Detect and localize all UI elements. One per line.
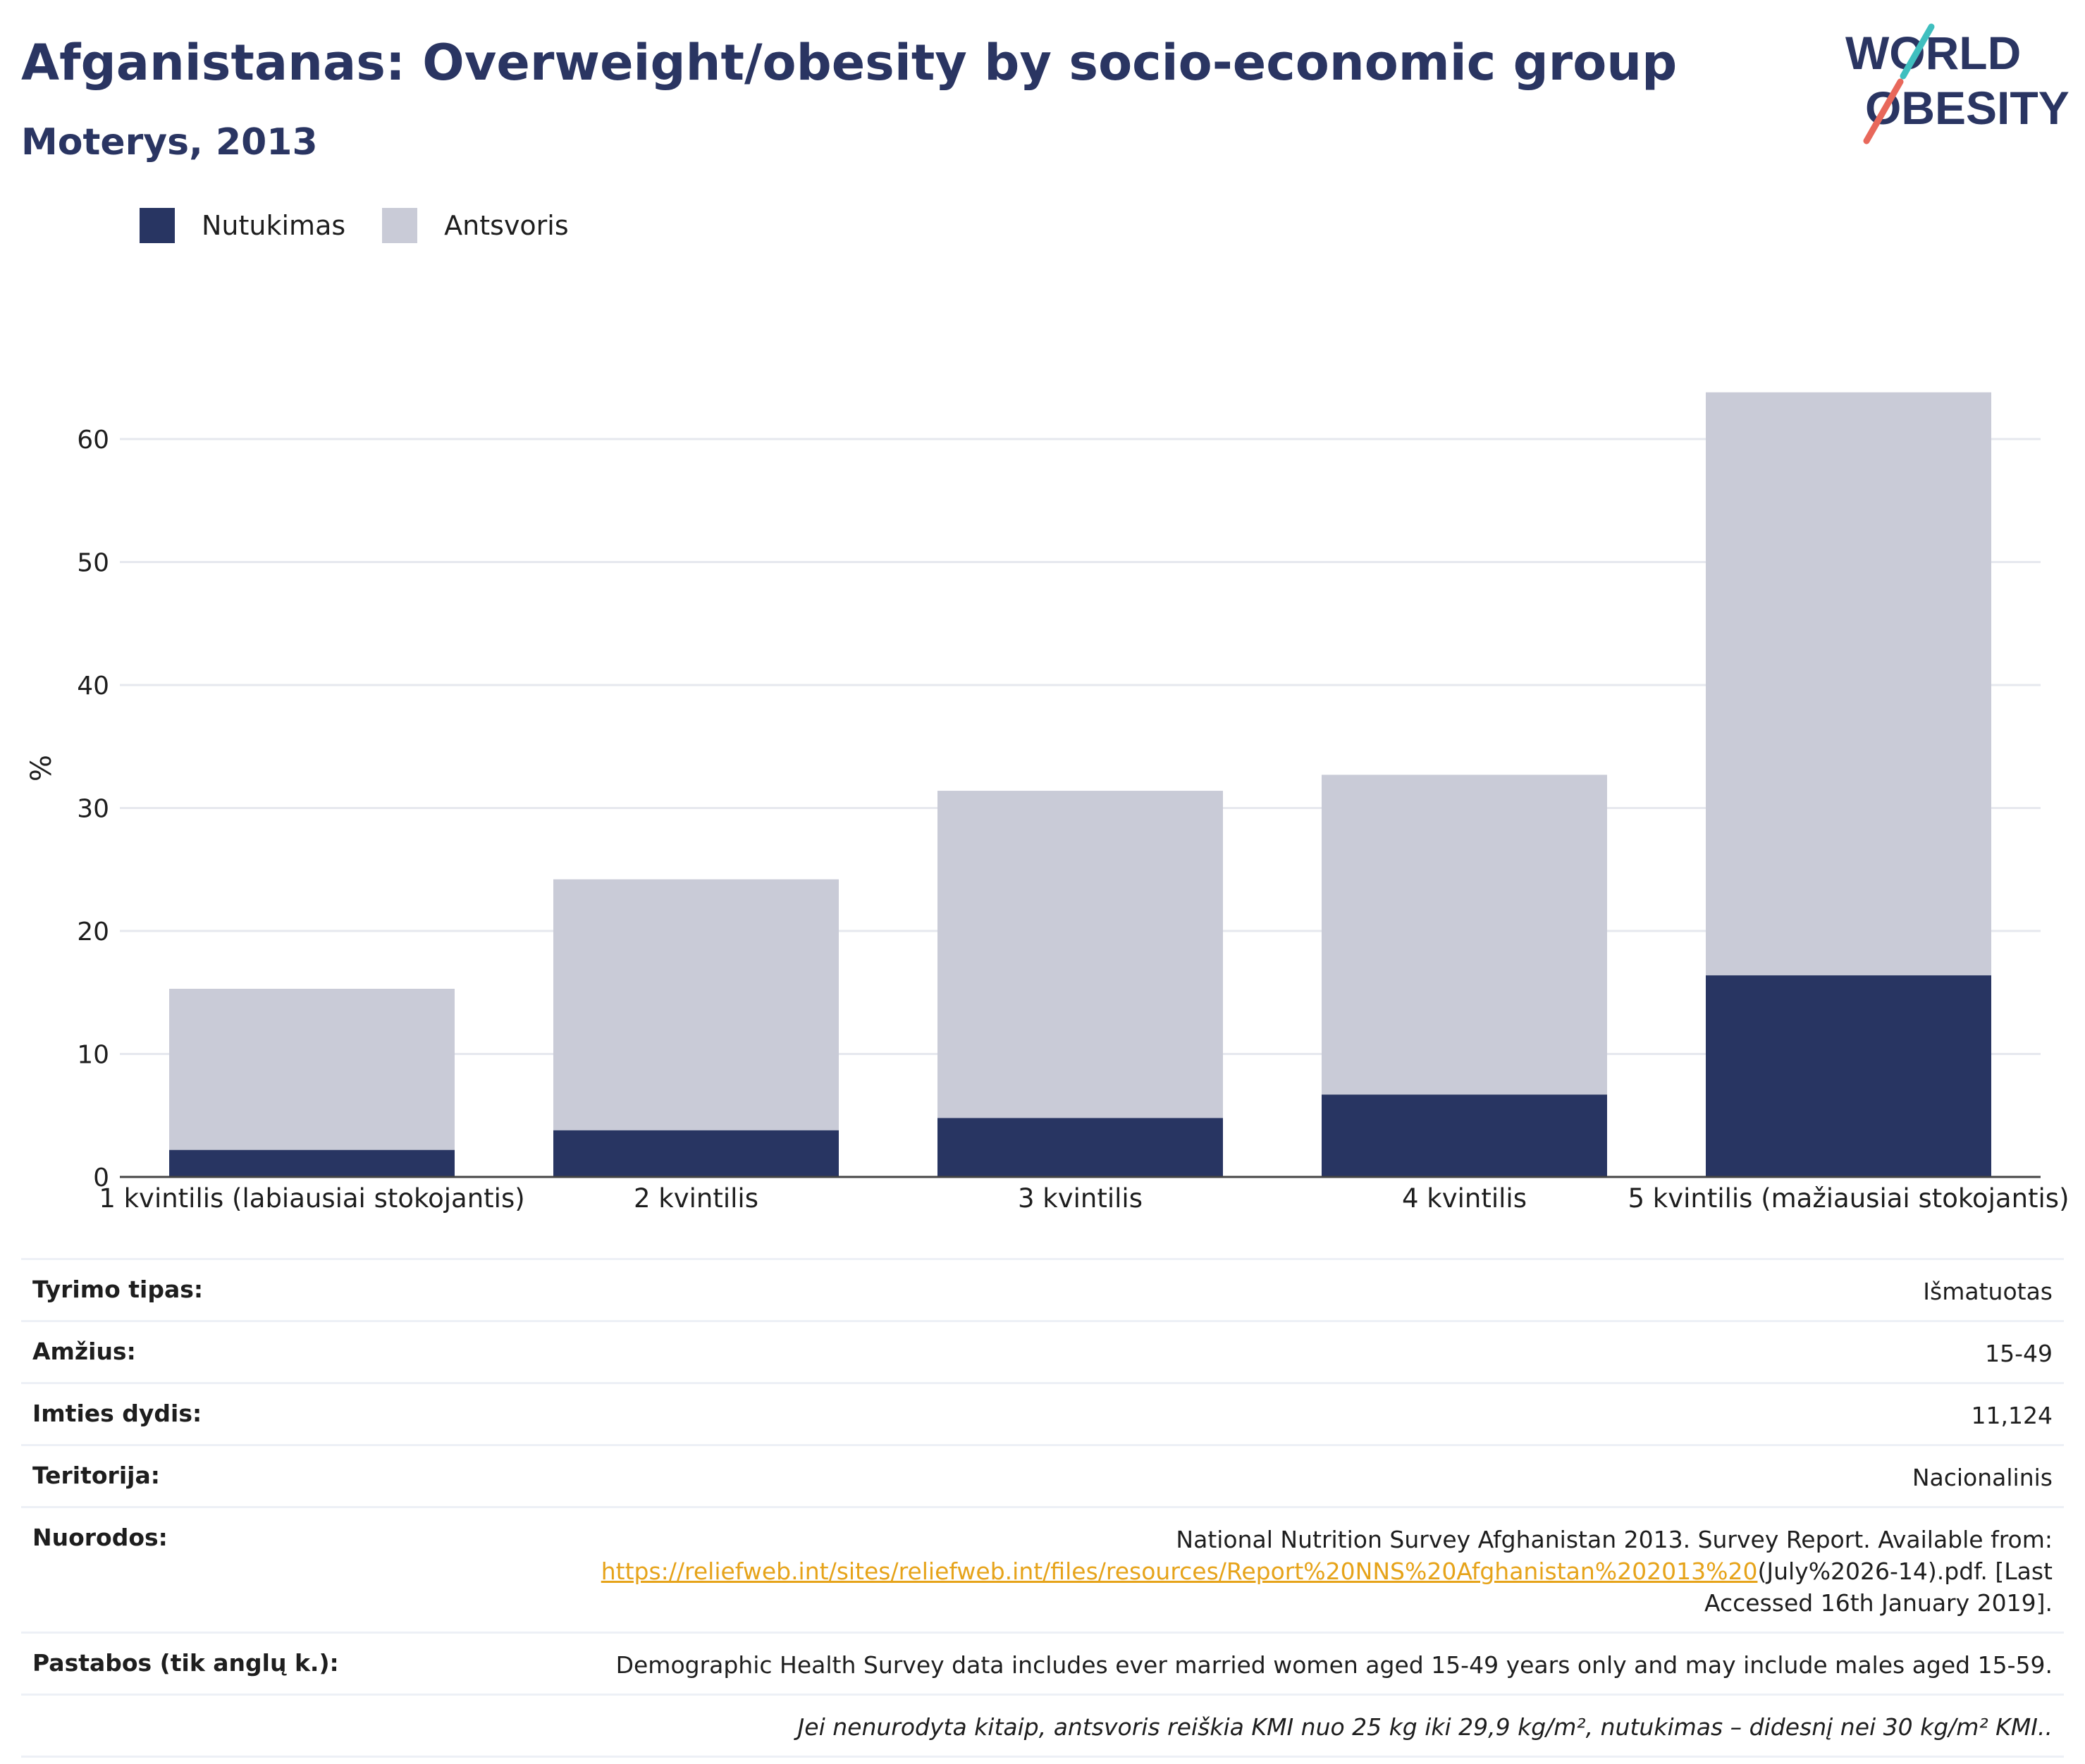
details-row-survey-type: Tyrimo tipas: Išmatuotas xyxy=(21,1260,2064,1322)
y-tick-label: 10 xyxy=(77,1041,109,1070)
legend-item-overweight[interactable]: Antsvoris xyxy=(382,208,569,243)
bar-overweight xyxy=(1706,392,1991,975)
x-tick-label: 2 kvintilis xyxy=(634,1183,758,1214)
details-label: Nuorodos: xyxy=(32,1524,168,1551)
y-tick-label: 50 xyxy=(77,549,109,578)
legend-item-obesity[interactable]: Nutukimas xyxy=(140,208,345,243)
details-value: Nacionalinis xyxy=(1912,1464,2053,1491)
details-row-notes: Pastabos (tik anglų k.): Demographic Hea… xyxy=(21,1634,2064,1696)
references-text-after: (July%2026-14).pdf. [Last xyxy=(1757,1558,2053,1585)
references-text-end: Accessed 16th January 2019]. xyxy=(1704,1589,2053,1617)
reference-link[interactable]: https://reliefweb.int/sites/reliefweb.in… xyxy=(601,1558,1758,1585)
page-subtitle: Moterys, 2013 xyxy=(21,121,318,164)
legend-swatch-obesity xyxy=(140,208,175,243)
details-label: Pastabos (tik anglų k.): xyxy=(32,1649,339,1677)
references-value: National Nutrition Survey Afghanistan 20… xyxy=(601,1524,2053,1619)
chart-legend: Nutukimas Antsvoris xyxy=(140,208,605,243)
bar-obesity xyxy=(937,1118,1223,1177)
y-tick-label: 20 xyxy=(77,918,109,946)
details-table: Tyrimo tipas: Išmatuotas Amžius: 15-49 I… xyxy=(21,1258,2064,1758)
footnote-text: Jei nenurodyta kitaip, antsvoris reiškia… xyxy=(797,1713,2053,1741)
bar-obesity xyxy=(1322,1094,1607,1177)
svg-text:WORLD: WORLD xyxy=(1845,27,2021,79)
x-tick-label: 4 kvintilis xyxy=(1402,1183,1527,1214)
details-row-references: Nuorodos: National Nutrition Survey Afgh… xyxy=(21,1508,2064,1634)
world-obesity-logo: WORLD OBESITY xyxy=(1845,23,2069,144)
details-value: Demographic Health Survey data includes … xyxy=(615,1651,2053,1679)
bar-overweight xyxy=(937,791,1223,1118)
bar-obesity xyxy=(1706,975,1991,1177)
details-label: Teritorija: xyxy=(32,1462,160,1489)
x-tick-label: 1 kvintilis (labiausiai stokojantis) xyxy=(99,1183,524,1214)
svg-text:OBESITY: OBESITY xyxy=(1865,82,2069,134)
y-tick-label: 0 xyxy=(93,1164,109,1192)
bar-obesity xyxy=(553,1130,839,1177)
legend-label-obesity: Nutukimas xyxy=(202,210,346,241)
details-value: 15-49 xyxy=(1985,1340,2053,1367)
details-label: Imties dydis: xyxy=(32,1400,202,1427)
y-axis-label: % xyxy=(25,755,58,782)
bar-overweight xyxy=(169,989,455,1150)
y-tick-label: 30 xyxy=(77,795,109,824)
details-label: Amžius: xyxy=(32,1338,136,1365)
y-tick-label: 60 xyxy=(77,426,109,455)
details-row-footnote: Jei nenurodyta kitaip, antsvoris reiškia… xyxy=(21,1696,2064,1758)
references-link-line: https://reliefweb.int/sites/reliefweb.in… xyxy=(601,1555,2053,1587)
details-row-sample-size: Imties dydis: 11,124 xyxy=(21,1384,2064,1446)
legend-label-overweight: Antsvoris xyxy=(444,210,569,241)
bar-obesity xyxy=(169,1149,455,1177)
page-title: Afganistanas: Overweight/obesity by soci… xyxy=(21,34,1678,92)
details-value: 11,124 xyxy=(1971,1402,2053,1429)
x-tick-label: 5 kvintilis (mažiausiai stokojantis) xyxy=(1628,1183,2069,1214)
details-row-age: Amžius: 15-49 xyxy=(21,1322,2064,1384)
bar-overweight xyxy=(1322,775,1607,1095)
x-tick-label: 3 kvintilis xyxy=(1018,1183,1143,1214)
references-text: National Nutrition Survey Afghanistan 20… xyxy=(1176,1526,2053,1553)
details-value: Išmatuotas xyxy=(1923,1278,2053,1305)
y-tick-label: 40 xyxy=(77,672,109,701)
details-row-territory: Teritorija: Nacionalinis xyxy=(21,1446,2064,1508)
bar-overweight xyxy=(553,879,839,1130)
bar-chart: 0 10 20 30 40 50 60% 1 kvintilis (labiausiai st… xyxy=(25,392,2069,1214)
details-label: Tyrimo tipas: xyxy=(32,1276,204,1303)
legend-swatch-overweight xyxy=(382,208,418,243)
